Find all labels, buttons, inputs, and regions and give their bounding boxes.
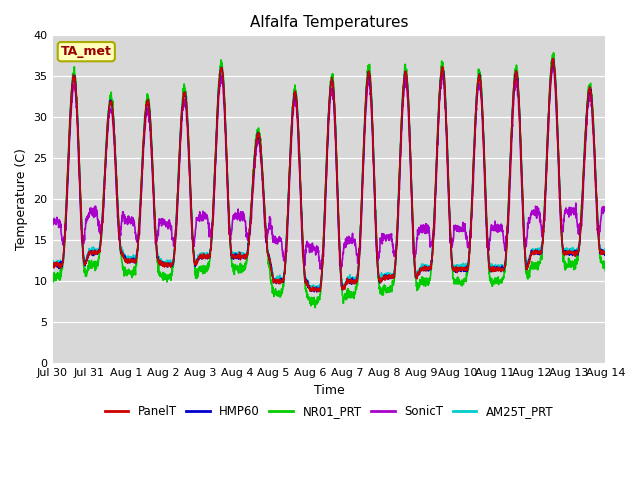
Title: Alfalfa Temperatures: Alfalfa Temperatures xyxy=(250,15,408,30)
Text: TA_met: TA_met xyxy=(61,45,112,58)
X-axis label: Time: Time xyxy=(314,384,344,397)
Y-axis label: Temperature (C): Temperature (C) xyxy=(15,148,28,250)
Legend: PanelT, HMP60, NR01_PRT, SonicT, AM25T_PRT: PanelT, HMP60, NR01_PRT, SonicT, AM25T_P… xyxy=(100,401,558,423)
